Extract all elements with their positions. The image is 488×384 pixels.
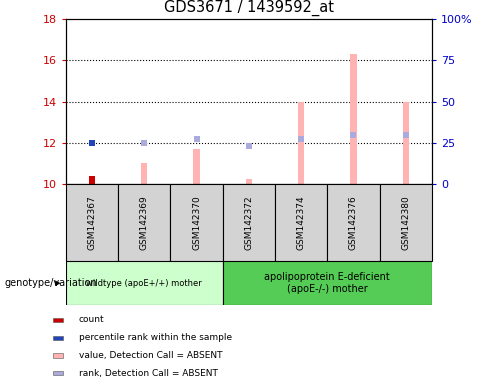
Text: GSM142370: GSM142370	[192, 195, 201, 250]
Bar	[403, 102, 409, 184]
Bar	[246, 179, 252, 184]
Text: apolipoprotein E-deficient
(apoE-/-) mother: apolipoprotein E-deficient (apoE-/-) mot…	[264, 272, 390, 294]
Bar	[223, 184, 275, 261]
Bar	[53, 336, 63, 340]
Bar	[298, 102, 305, 184]
Bar	[223, 261, 432, 305]
Bar	[141, 163, 147, 184]
Bar	[193, 149, 200, 184]
Text: percentile rank within the sample: percentile rank within the sample	[79, 333, 232, 342]
Text: GSM142367: GSM142367	[87, 195, 97, 250]
Bar	[89, 177, 95, 184]
Title: GDS3671 / 1439592_at: GDS3671 / 1439592_at	[164, 0, 334, 17]
Text: wildtype (apoE+/+) mother: wildtype (apoE+/+) mother	[86, 279, 202, 288]
Text: GSM142376: GSM142376	[349, 195, 358, 250]
Bar	[53, 371, 63, 375]
Text: GSM142380: GSM142380	[401, 195, 410, 250]
Bar	[118, 184, 170, 261]
Text: count: count	[79, 315, 104, 324]
Text: rank, Detection Call = ABSENT: rank, Detection Call = ABSENT	[79, 369, 218, 378]
Bar	[327, 184, 380, 261]
Text: GSM142374: GSM142374	[297, 195, 305, 250]
Bar	[66, 261, 223, 305]
Bar	[380, 184, 432, 261]
Bar	[66, 184, 118, 261]
Bar	[89, 177, 95, 184]
Bar	[275, 184, 327, 261]
Text: value, Detection Call = ABSENT: value, Detection Call = ABSENT	[79, 351, 223, 360]
Text: genotype/variation: genotype/variation	[5, 278, 98, 288]
Bar	[53, 353, 63, 358]
Bar	[53, 318, 63, 322]
Text: GSM142372: GSM142372	[244, 195, 253, 250]
Bar	[350, 54, 357, 184]
Text: GSM142369: GSM142369	[140, 195, 149, 250]
Bar	[170, 184, 223, 261]
